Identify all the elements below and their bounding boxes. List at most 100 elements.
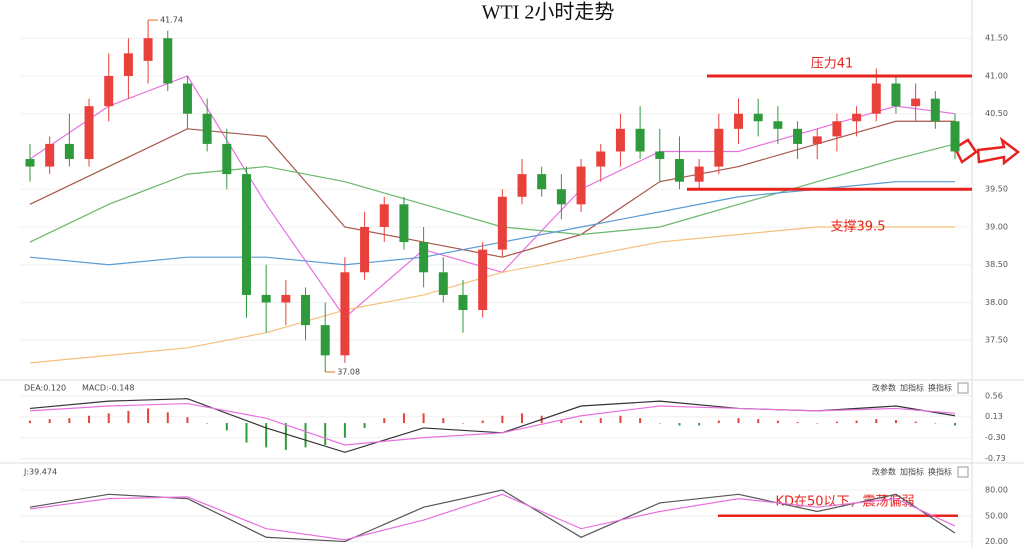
y-tick-label: 41.00 [985,71,1008,80]
arrow-icon [953,138,978,164]
macd-bar [88,415,91,424]
macd-bar [107,413,110,424]
candle-body [950,121,960,152]
y-tick-label: 38.50 [985,260,1008,269]
macd-bar [658,423,661,424]
panel-button[interactable]: 换指标 [928,467,952,477]
candle-body [25,159,35,167]
macd-bar [501,415,504,424]
macd-bar [324,423,327,445]
candle-body [852,113,862,122]
close-button[interactable] [957,466,969,478]
macd-bar [48,419,51,424]
candle-body [753,113,763,122]
candle-body [832,121,842,137]
candle-body [379,204,389,227]
high-label: 41.74 [160,16,183,25]
panel-button[interactable]: 改参数 [872,383,896,393]
y-tick-label: 41.50 [985,34,1008,43]
candle-body [930,98,940,122]
y-tick-label: -0.30 [985,433,1006,442]
ma-line [29,489,956,543]
candle-body [635,128,645,152]
y-tick-label: 50.00 [985,511,1008,520]
macd-header: DEA:0.120 [24,384,66,393]
y-tick-label: -0.73 [985,454,1006,463]
candle-body [438,272,448,295]
y-tick-label: 0.13 [985,412,1003,421]
y-tick-label: 40.50 [985,109,1008,118]
macd-bar [796,422,799,424]
candle-body [104,75,114,107]
candle-body [202,113,212,144]
ma-line [29,493,956,541]
candle-body [340,272,350,356]
macd-bar [816,423,819,424]
panel-button[interactable]: 换指标 [928,383,952,393]
candle-body [674,159,684,182]
chart-title: WTI 2小时走势 [482,1,615,24]
macd-bar [894,420,897,424]
level-label: 压力41 [811,56,854,71]
macd-bar [304,423,307,448]
candle-body [281,294,291,303]
panel-button[interactable]: 加指标 [900,383,924,393]
candle-body [360,226,370,273]
ma-line [29,226,955,364]
close-button[interactable] [957,382,969,394]
macd-bar [855,420,858,424]
macd-bar [225,423,228,431]
candle-body [576,166,586,205]
candle-body [537,174,547,190]
candle-body [812,136,822,144]
macd-bar [639,418,642,424]
macd-bar [521,413,524,424]
macd-bar [166,412,169,424]
macd-bar [442,418,445,424]
candle-body [655,151,665,160]
candle-body [163,38,173,84]
macd-bar [284,423,287,450]
candle-body [556,189,566,205]
candle-body [45,143,55,167]
y-tick-label: 20.00 [985,537,1008,546]
macd-bar [343,423,346,438]
macd-bar [835,421,838,424]
candle-body [84,106,94,160]
macd-bar [265,423,268,448]
low-label: 37.08 [337,367,360,376]
macd-bar [186,417,189,424]
ma-line [29,402,956,446]
level-label: 支撑39.5 [831,220,886,235]
macd-bar [619,415,622,424]
candle-body [301,294,311,326]
candle-body [694,166,704,182]
macd-bar [147,408,150,424]
macd-bar [127,410,130,424]
candle-body [615,128,625,152]
y-tick-label: 80.00 [985,486,1008,495]
macd-bar [698,423,701,426]
macd-bar [776,420,779,424]
candle-body [222,143,232,175]
macd-bar [599,418,602,424]
macd-bar [422,413,425,424]
y-tick-label: 39.50 [985,185,1008,194]
candle-body [182,83,192,114]
macd-bar [402,413,405,424]
macd-bar [757,419,760,424]
panel-button[interactable]: 加指标 [900,467,924,477]
y-tick-label: 37.50 [985,336,1008,345]
candle-body [320,325,330,356]
kd-header: J:39.474 [23,468,57,477]
candle-body [596,151,606,167]
macd-bar [29,420,31,424]
macd-bar [68,418,71,424]
panel-button[interactable]: 改参数 [872,467,896,477]
macd-bar [481,420,484,424]
candle-body [714,128,724,167]
macd-bar [737,418,740,424]
y-tick-label: 39.00 [985,222,1008,231]
candle-body [458,294,468,311]
